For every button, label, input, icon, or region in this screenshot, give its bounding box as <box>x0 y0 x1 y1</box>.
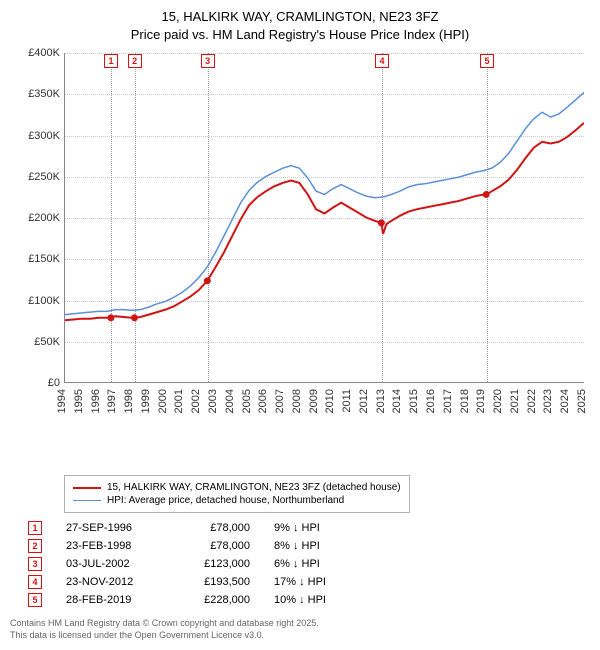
sales-row-price: £123,000 <box>180 558 250 570</box>
y-tick-label: £200K <box>10 212 60 224</box>
sale-point <box>378 219 385 226</box>
y-tick-label: £150K <box>10 253 60 265</box>
sales-row-price: £78,000 <box>180 522 250 534</box>
line-series-svg <box>65 53 584 382</box>
sales-row-price: £193,500 <box>180 576 250 588</box>
sales-row: 3 03-JUL-2002 £123,000 6% ↓ HPI <box>28 557 590 571</box>
chart-title: 15, HALKIRK WAY, CRAMLINGTON, NE23 3FZ P… <box>10 8 590 43</box>
series-hpi <box>65 93 584 315</box>
plot-area: 12 3 4 5 <box>64 53 584 383</box>
y-tick-label: £250K <box>10 171 60 183</box>
legend-swatch <box>73 500 101 501</box>
sales-row-date: 27-SEP-1996 <box>66 522 156 534</box>
sale-point <box>204 277 211 284</box>
legend-label: 15, HALKIRK WAY, CRAMLINGTON, NE23 3FZ (… <box>107 482 401 493</box>
sale-point <box>131 314 138 321</box>
sales-row-diff: 9% ↓ HPI <box>274 522 364 534</box>
chart-area: £0 £50K £100K £150K £200K £250K £300K £350K £400… <box>10 49 590 429</box>
sales-row-diff: 10% ↓ HPI <box>274 594 364 606</box>
sales-row: 1 27-SEP-1996 £78,000 9% ↓ HPI <box>28 521 590 535</box>
y-tick-label: £350K <box>10 88 60 100</box>
sales-row-marker: 2 <box>28 539 42 553</box>
sales-row-diff: 6% ↓ HPI <box>274 558 364 570</box>
title-line-2: Price paid vs. HM Land Registry's House … <box>10 26 590 44</box>
sale-marker-box: 1 <box>104 54 118 68</box>
sales-row-marker: 5 <box>28 593 42 607</box>
y-tick-label: £0 <box>10 377 60 389</box>
sales-row-date: 23-FEB-1998 <box>66 540 156 552</box>
legend-item: HPI: Average price, detached house, Nort… <box>73 495 401 506</box>
sales-table: 1 27-SEP-1996 £78,000 9% ↓ HPI 2 23-FEB-1998 £… <box>28 521 590 607</box>
y-tick-label: £100K <box>10 295 60 307</box>
y-tick-label: £50K <box>10 336 60 348</box>
legend: 15, HALKIRK WAY, CRAMLINGTON, NE23 3FZ (… <box>64 475 410 513</box>
sales-row: 2 23-FEB-1998 £78,000 8% ↓ HPI <box>28 539 590 553</box>
sales-row-date: 03-JUL-2002 <box>66 558 156 570</box>
sales-row: 4 23-NOV-2012 £193,500 17% ↓ HPI <box>28 575 590 589</box>
sale-marker-box: 3 <box>201 54 215 68</box>
sales-row: 5 28-FEB-2019 £228,000 10% ↓ HPI <box>28 593 590 607</box>
y-tick-label: £300K <box>10 130 60 142</box>
legend-swatch <box>73 487 101 489</box>
sales-row-diff: 8% ↓ HPI <box>274 540 364 552</box>
sales-row-price: £228,000 <box>180 594 250 606</box>
title-line-1: 15, HALKIRK WAY, CRAMLINGTON, NE23 3FZ <box>10 8 590 26</box>
sale-marker-box: 2 <box>128 54 142 68</box>
footnote-line-1: Contains HM Land Registry data © Crown c… <box>10 617 590 629</box>
sale-point <box>483 191 490 198</box>
sales-row-date: 23-NOV-2012 <box>66 576 156 588</box>
sale-point <box>107 314 114 321</box>
sales-row-marker: 4 <box>28 575 42 589</box>
chart-container: 15, HALKIRK WAY, CRAMLINGTON, NE23 3FZ P… <box>0 0 600 650</box>
series-price_paid <box>65 123 584 320</box>
legend-label: HPI: Average price, detached house, Nort… <box>107 495 344 506</box>
sales-row-diff: 17% ↓ HPI <box>274 576 364 588</box>
footnote-line-2: This data is licensed under the Open Gov… <box>10 629 590 641</box>
footnote: Contains HM Land Registry data © Crown c… <box>10 617 590 641</box>
x-tick-label: 2025 <box>576 389 600 413</box>
sales-row-marker: 1 <box>28 521 42 535</box>
sales-row-date: 28-FEB-2019 <box>66 594 156 606</box>
sale-marker-box: 4 <box>375 54 389 68</box>
y-tick-label: £400K <box>10 47 60 59</box>
sales-row-price: £78,000 <box>180 540 250 552</box>
sales-row-marker: 3 <box>28 557 42 571</box>
sale-marker-box: 5 <box>480 54 494 68</box>
legend-item: 15, HALKIRK WAY, CRAMLINGTON, NE23 3FZ (… <box>73 482 401 493</box>
